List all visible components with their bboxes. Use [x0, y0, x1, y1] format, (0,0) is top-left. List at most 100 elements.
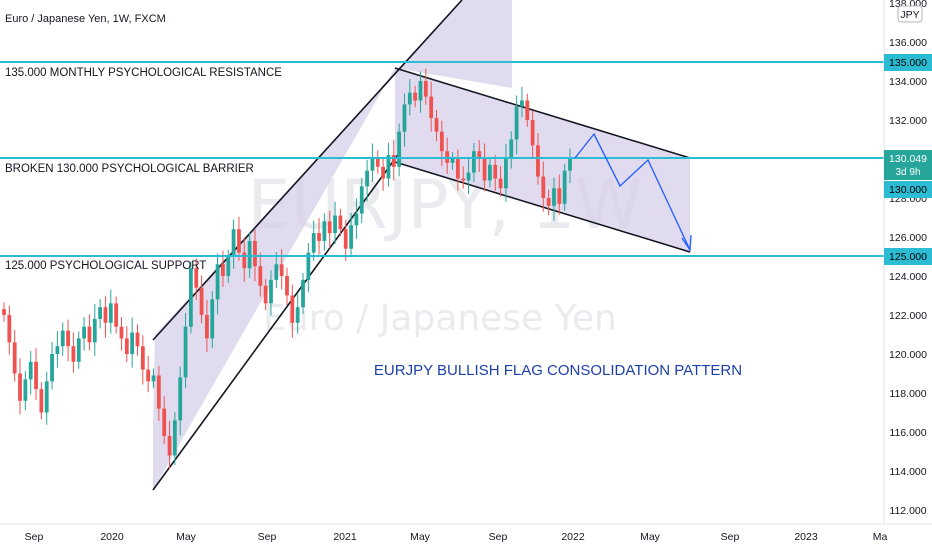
candle-up[interactable] — [215, 264, 220, 300]
candle-up[interactable] — [568, 158, 572, 171]
candle-up[interactable] — [365, 170, 369, 187]
candle-up[interactable] — [50, 354, 54, 382]
channel-lower-line[interactable] — [152, 151, 401, 491]
candle-up[interactable] — [450, 159, 455, 163]
candle-up[interactable] — [92, 318, 97, 343]
candle-up[interactable] — [354, 213, 359, 226]
candle-down[interactable] — [71, 346, 76, 362]
candle-down[interactable] — [327, 221, 332, 234]
candle-up[interactable] — [210, 299, 215, 339]
annotation-support[interactable]: 125.000 PSYCHOLOGICAL SUPPORT — [5, 260, 206, 272]
candle-down[interactable] — [541, 176, 546, 198]
candle-down[interactable] — [2, 309, 6, 315]
candle-down[interactable] — [285, 276, 289, 296]
candle-down[interactable] — [413, 92, 418, 101]
candle-up[interactable] — [151, 375, 156, 382]
candle-down[interactable] — [258, 266, 263, 286]
candle-up[interactable] — [55, 346, 60, 354]
candle-up[interactable] — [418, 81, 423, 101]
candle-up[interactable] — [231, 229, 236, 257]
candle-down[interactable] — [12, 342, 17, 374]
candle-down[interactable] — [18, 373, 22, 401]
candle-up[interactable] — [172, 420, 177, 456]
candle-down[interactable] — [493, 164, 498, 179]
channel-upper-line[interactable] — [152, 0, 463, 341]
candle-down[interactable] — [66, 330, 70, 347]
candle-up[interactable] — [520, 100, 524, 107]
candle-up[interactable] — [82, 326, 86, 339]
candle-down[interactable] — [429, 96, 434, 119]
candle-down[interactable] — [87, 326, 92, 343]
candle-down[interactable] — [114, 303, 119, 327]
candle-down[interactable] — [194, 268, 199, 288]
candle-up[interactable] — [295, 307, 300, 323]
candle-up[interactable] — [311, 233, 316, 253]
candle-up[interactable] — [60, 330, 65, 347]
candle-up[interactable] — [407, 92, 412, 105]
candle-up[interactable] — [386, 155, 391, 179]
candle-up[interactable] — [274, 264, 279, 280]
candle-up[interactable] — [322, 221, 327, 241]
candle-down[interactable] — [156, 375, 161, 409]
flag-upper-line[interactable] — [394, 67, 691, 159]
candle-up[interactable] — [28, 361, 33, 380]
annotation-barrier[interactable]: BROKEN 130.000 PSYCHOLOGICAL BARRIER — [5, 163, 254, 175]
candle-down[interactable] — [221, 264, 225, 276]
candle-down[interactable] — [199, 287, 204, 315]
candle-down[interactable] — [253, 240, 257, 267]
candle-up[interactable] — [471, 151, 476, 173]
candle-down[interactable] — [381, 166, 386, 179]
candle-up[interactable] — [349, 225, 353, 249]
candle-down[interactable] — [317, 233, 321, 241]
candle-down[interactable] — [119, 326, 124, 339]
candle-up[interactable] — [306, 252, 311, 280]
flag-lower-line[interactable] — [394, 161, 691, 253]
candle-down[interactable] — [434, 118, 439, 132]
candle-up[interactable] — [76, 338, 81, 362]
candle-up[interactable] — [108, 303, 113, 323]
candle-up[interactable] — [269, 279, 273, 304]
candle-up[interactable] — [23, 379, 28, 401]
candle-up[interactable] — [370, 157, 375, 171]
candle-down[interactable] — [525, 100, 530, 121]
candle-up[interactable] — [178, 377, 183, 421]
candle-up[interactable] — [226, 256, 231, 277]
price-axis[interactable] — [884, 0, 932, 550]
candle-down[interactable] — [263, 285, 268, 304]
candle-down[interactable] — [34, 361, 38, 390]
candle-up[interactable] — [562, 170, 567, 204]
candle-down[interactable] — [530, 120, 535, 146]
candle-down[interactable] — [375, 157, 380, 167]
candle-up[interactable] — [247, 240, 252, 269]
candle-down[interactable] — [557, 188, 562, 204]
candle-down[interactable] — [477, 151, 482, 158]
annotation-pattern[interactable]: EURJPY BULLISH FLAG CONSOLIDATION PATTER… — [374, 362, 742, 379]
candle-down[interactable] — [167, 435, 172, 456]
candle-up[interactable] — [333, 215, 337, 234]
candle-up[interactable] — [130, 332, 135, 354]
candle-down[interactable] — [391, 155, 396, 167]
candle-down[interactable] — [7, 315, 12, 343]
projection-path[interactable] — [574, 132, 691, 251]
candle-up[interactable] — [504, 159, 508, 189]
candle-down[interactable] — [39, 389, 44, 413]
candle-down[interactable] — [439, 131, 444, 152]
candle-up[interactable] — [44, 381, 49, 413]
candle-down[interactable] — [482, 157, 487, 181]
candle-up[interactable] — [301, 279, 305, 308]
currency-badge[interactable] — [897, 5, 923, 23]
candle-down[interactable] — [103, 307, 108, 323]
candle-down[interactable] — [461, 178, 466, 181]
candle-up[interactable] — [488, 164, 492, 181]
candle-down[interactable] — [242, 252, 247, 269]
candle-down[interactable] — [498, 178, 503, 189]
candle-up[interactable] — [466, 172, 471, 181]
candle-down[interactable] — [338, 215, 343, 230]
candle-down[interactable] — [455, 159, 460, 179]
candle-down[interactable] — [140, 346, 145, 370]
candle-down[interactable] — [290, 295, 295, 323]
candle-up[interactable] — [514, 106, 519, 140]
candle-down[interactable] — [546, 198, 551, 206]
candle-down[interactable] — [536, 145, 540, 177]
